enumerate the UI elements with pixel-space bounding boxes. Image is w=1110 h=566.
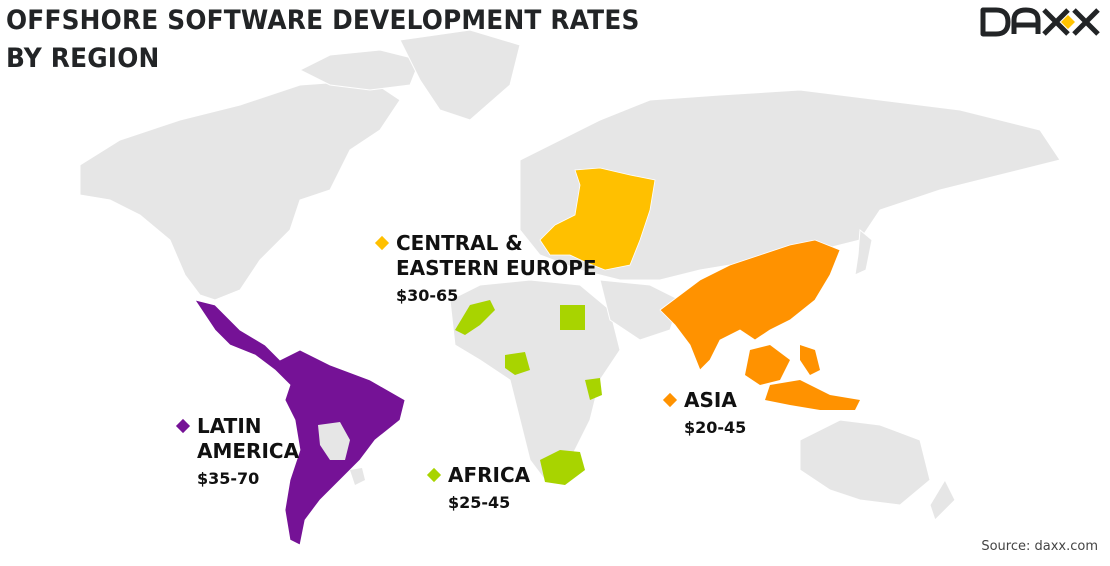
region-asia-shape xyxy=(659,239,841,371)
region-label-asia: ASIA $20-45 xyxy=(662,388,747,440)
region-label-latam: LATIN AMERICA $35-70 xyxy=(175,414,300,491)
region-rate-africa: $25-45 xyxy=(448,493,511,512)
region-name-latam-line1: LATIN xyxy=(197,414,262,438)
region-label-africa: AFRICA $25-45 xyxy=(426,463,531,515)
region-name-latam-line2: AMERICA xyxy=(197,439,300,463)
region-cee-shape xyxy=(539,167,656,271)
region-name-africa: AFRICA xyxy=(448,463,531,487)
region-africa-shapes xyxy=(455,300,602,485)
region-label-cee: CENTRAL & EASTERN EUROPE $30-65 xyxy=(374,231,597,308)
region-rate-cee: $30-65 xyxy=(396,286,459,305)
region-latam-shape xyxy=(194,299,406,546)
region-rate-latam: $35-70 xyxy=(197,469,260,488)
title-line-1: OFFSHORE SOFTWARE DEVELOPMENT RATES xyxy=(6,5,640,36)
region-name-asia: ASIA xyxy=(684,388,737,412)
region-rate-asia: $20-45 xyxy=(684,418,747,437)
source-credit: Source: daxx.com xyxy=(981,539,1098,554)
region-name-cee-line2: EASTERN EUROPE xyxy=(396,256,597,280)
title-line-2: BY REGION xyxy=(6,43,160,74)
daxx-logo xyxy=(980,7,1100,37)
page-title: OFFSHORE SOFTWARE DEVELOPMENT RATES BY R… xyxy=(6,2,640,78)
region-name-cee-line1: CENTRAL & xyxy=(396,231,523,255)
region-asia-sea-shape xyxy=(745,345,860,410)
